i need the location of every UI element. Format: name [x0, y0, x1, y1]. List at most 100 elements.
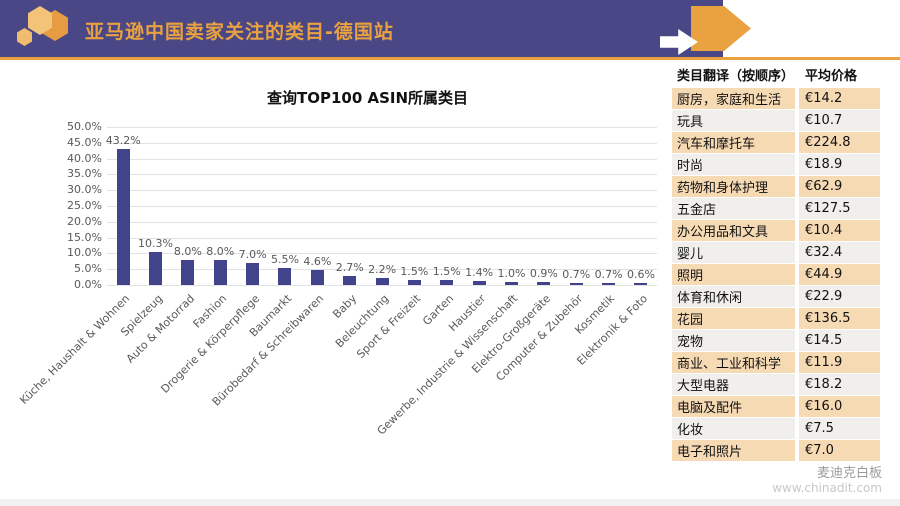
bar [343, 276, 357, 285]
gridline [107, 221, 657, 223]
table-cell-price: €224.8 [799, 132, 880, 153]
page-title: 亚马逊中国卖家关注的类目-德国站 [85, 21, 394, 43]
table-cell-price: €10.4 [799, 220, 880, 241]
gridline [107, 206, 657, 207]
table-cell-category: 商业、工业和科学 [672, 352, 795, 373]
bar [310, 270, 324, 285]
chart-title: 查询TOP100 ASIN所属类目 [266, 89, 469, 107]
price-table: 类目翻译（按顺序） 平均价格 厨房，家庭和生活 €14.2 玩具 €10.7 汽车和摩托… [672, 63, 880, 462]
bar-slot: 43.2% [105, 127, 141, 285]
table-cell-category: 体育和休闲 [672, 286, 795, 307]
logo-hexagon-icon [17, 28, 32, 46]
bar-value-label: 10.3% [138, 237, 174, 251]
table-cell-category: 玩具 [672, 110, 795, 131]
table-cell-category: 药物和身体护理 [672, 176, 795, 197]
gridline [107, 237, 657, 239]
table-cell-category: 化妆 [672, 418, 795, 439]
bar-slot: 7.0% [236, 127, 268, 285]
bar [116, 148, 130, 285]
bar-slot: 1.0% [495, 127, 527, 285]
bar-value-label: 1.0% [497, 266, 526, 280]
y-tick-label: 25.0% [67, 199, 102, 212]
watermark-brand: 麦迪克白板 [816, 466, 882, 481]
gridline [107, 253, 657, 255]
watermark: 麦迪克白板 www.chinadit.com [772, 466, 882, 495]
bar-value-label: 1.5% [432, 265, 461, 279]
table-cell-price: €44.9 [799, 264, 880, 285]
gridline [107, 127, 657, 128]
table-cell-category: 汽车和摩托车 [672, 132, 795, 153]
table-row: 汽车和摩托车 €224.8 [672, 132, 880, 153]
header-accent-line [0, 57, 900, 60]
bar [407, 280, 421, 285]
table-row: 花园 €136.5 [672, 308, 880, 329]
table-cell-price: €7.5 [799, 418, 880, 439]
bar [375, 278, 389, 285]
bar-value-label: 1.4% [465, 265, 494, 279]
table-row: 五金店 €127.5 [672, 198, 880, 219]
y-tick-label: 45.0% [67, 135, 102, 149]
table-cell-price: €10.7 [799, 110, 880, 131]
bar-slot: 1.4% [463, 127, 495, 285]
bar-slot: 0.7% [592, 127, 624, 285]
y-tick-label: 30.0% [67, 183, 102, 197]
table-row: 大型电器 €18.2 [672, 374, 880, 395]
bar-value-label: 1.5% [400, 265, 429, 279]
bar-value-label: 43.2% [105, 133, 141, 147]
bar [472, 280, 486, 285]
table-cell-price: €32.4 [799, 242, 880, 263]
bar-slot: 2.2% [366, 127, 398, 285]
gridline [107, 269, 657, 271]
bar-slot: 10.3% [138, 127, 174, 285]
bar-chart: 查询TOP100 ASIN所属类目 50.0% 45.0% 40.0% 35.0% 30… [18, 85, 675, 450]
table-cell-category: 五金店 [672, 198, 795, 219]
table-cell-category: 大型电器 [672, 374, 795, 395]
table-cell-category: 照明 [672, 264, 795, 285]
bar-slot: 8.0% [204, 127, 236, 285]
table-cell-price: €22.9 [799, 286, 880, 307]
bar-value-label: 0.6% [626, 268, 655, 282]
bar-value-label: 0.7% [562, 267, 591, 281]
y-tick-label: 20.0% [67, 214, 102, 228]
bar-value-label: 5.5% [270, 252, 299, 266]
table-row: 宠物 €14.5 [672, 330, 880, 351]
watermark-url: www.chinadit.com [772, 481, 882, 495]
table-row: 办公用品和文具 €10.4 [672, 220, 880, 241]
arrow-right-icon [691, 6, 751, 51]
table-cell-price: €127.5 [799, 198, 880, 219]
bars-container: 43.2% 10.3% 8.0% 8.0% 7.0% 5.5% 4.6% 2.7% 2.2% 1.… [105, 127, 657, 285]
table-cell-category: 时尚 [672, 154, 795, 175]
table-cell-category: 宠物 [672, 330, 795, 351]
table-row: 电子和照片 €7.0 [672, 440, 880, 461]
bar [181, 259, 195, 285]
table-cell-price: €16.0 [799, 396, 880, 417]
gridline [107, 142, 657, 144]
bar-value-label: 0.9% [529, 267, 558, 281]
table-row: 商业、工业和科学 €11.9 [672, 352, 880, 373]
bar [569, 282, 583, 285]
table-cell-price: €18.9 [799, 154, 880, 175]
table-cell-category: 花园 [672, 308, 795, 329]
table-header-category: 类目翻译（按顺序） [677, 69, 795, 84]
table-cell-category: 电脑及配件 [672, 396, 795, 417]
bar [602, 282, 616, 285]
bar [634, 283, 648, 285]
bar [440, 280, 454, 285]
bar-slot: 1.5% [431, 127, 463, 285]
table-cell-category: 厨房，家庭和生活 [672, 88, 795, 109]
bar [278, 267, 292, 285]
bar-slot: 0.6% [625, 127, 657, 285]
bar-value-label: 2.7% [335, 261, 364, 275]
table-row: 时尚 €18.9 [672, 154, 880, 175]
table-row: 化妆 €7.5 [672, 418, 880, 439]
table-cell-category: 办公用品和文具 [672, 220, 795, 241]
y-tick-label: 15.0% [67, 230, 102, 244]
table-row: 照明 €44.9 [672, 264, 880, 285]
y-tick-label: 0.0% [74, 278, 102, 291]
table-row: 体育和休闲 €22.9 [672, 286, 880, 307]
bar [504, 281, 518, 285]
bottom-strip [0, 499, 900, 506]
gridline [107, 285, 657, 286]
table-row: 电脑及配件 €16.0 [672, 396, 880, 417]
